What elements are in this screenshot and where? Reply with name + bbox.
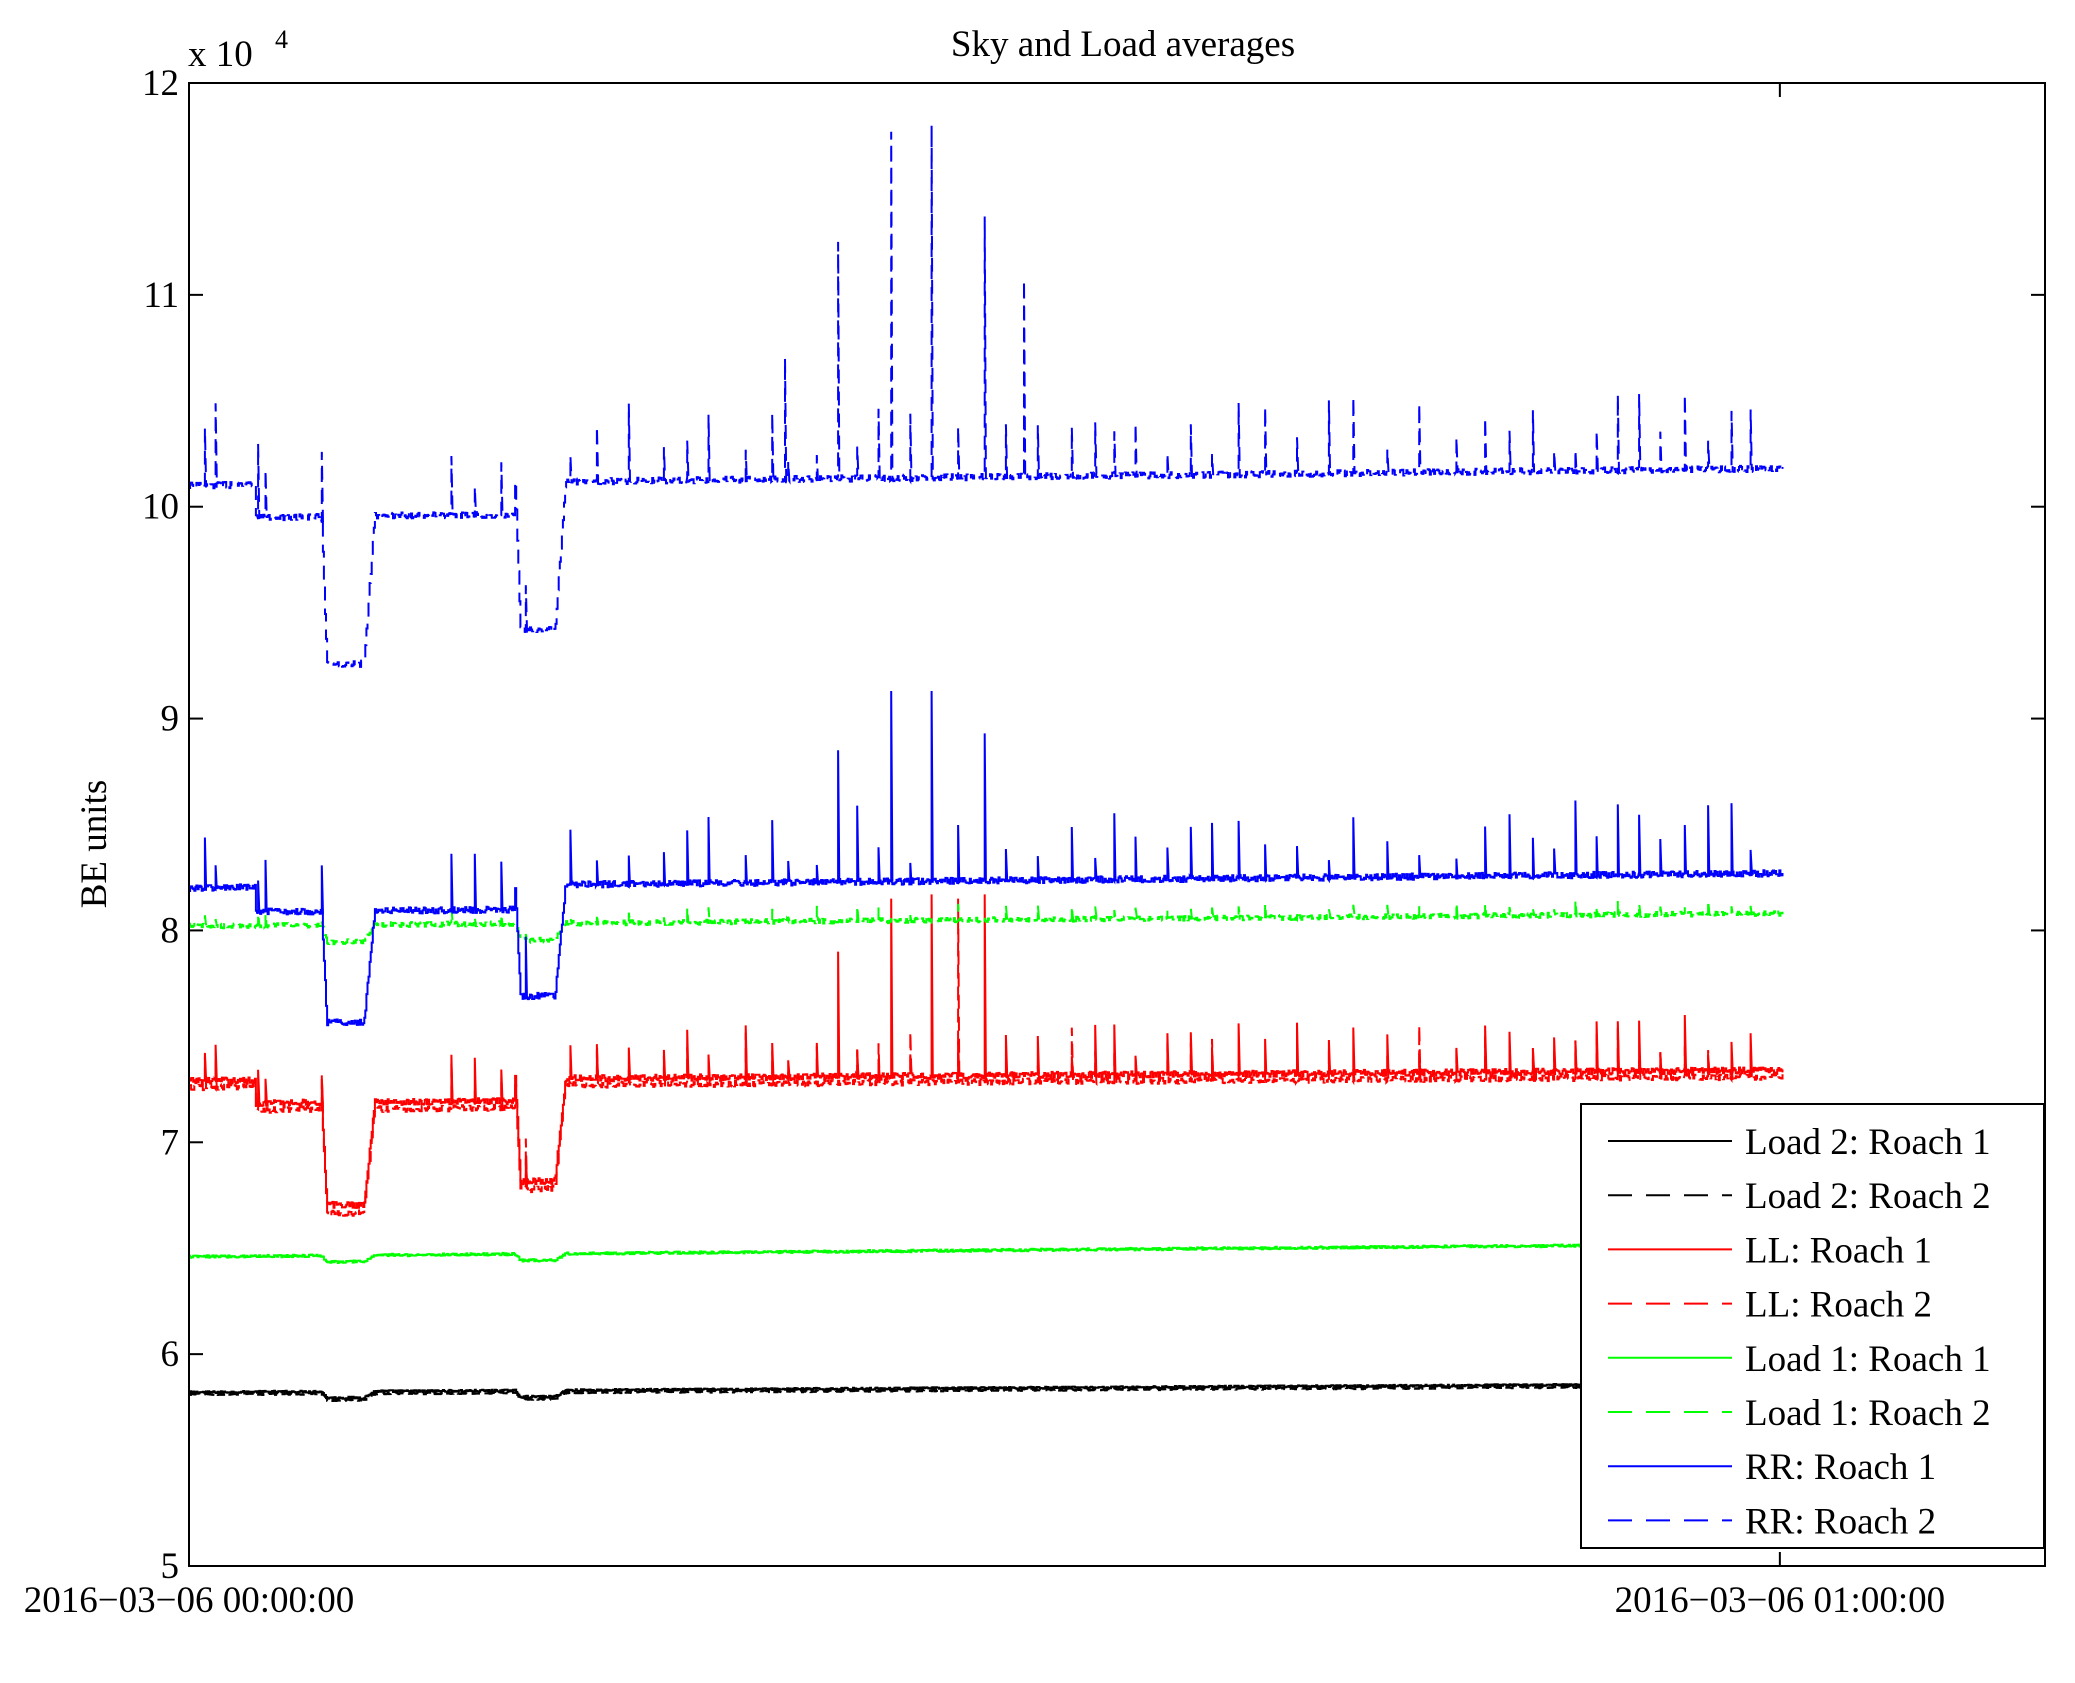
y-multiplier: x 10 4 — [188, 25, 288, 75]
legend-label: Load 2: Roach 2 — [1745, 1176, 1991, 1217]
series-line-rr-roach-1 — [189, 690, 1784, 1027]
legend: Load 2: Roach 1 Load 2: Roach 2 LL: Roach … — [1580, 1103, 2045, 1549]
plot-area-frame — [188, 82, 2046, 1567]
x-tick-label: 2016−03−06 01:00:00 — [1615, 1580, 1946, 1621]
legend-label: Load 2: Roach 1 — [1745, 1122, 1991, 1163]
legend-label: LL: Roach 2 — [1745, 1285, 1932, 1326]
legend-label: LL: Roach 1 — [1745, 1230, 1932, 1271]
chart-title: Sky and Load averages — [951, 24, 1295, 65]
y-tick-label: 7 — [161, 1122, 180, 1163]
series-line-ll-roach-1 — [189, 894, 1784, 1209]
y-tick-label: 8 — [161, 910, 180, 951]
y-multiplier-exponent: 4 — [275, 25, 288, 54]
y-tick-label: 5 — [161, 1546, 180, 1587]
y-axis: 5 6 7 8 9 10 11 12 — [142, 63, 2045, 1587]
series-line-load-2-roach-1 — [189, 1382, 1784, 1400]
y-tick-label: 10 — [142, 487, 179, 528]
series-line-load-1-roach-2 — [189, 899, 1784, 946]
y-axis-label: BE units — [74, 780, 115, 909]
series-line-ll-roach-2 — [189, 898, 1784, 1218]
legend-label: Load 1: Roach 1 — [1745, 1339, 1991, 1380]
series-line-rr-roach-2 — [189, 125, 1784, 668]
y-tick-label: 11 — [143, 275, 179, 316]
y-multiplier-label: x 10 — [188, 34, 253, 75]
legend-box — [1580, 1103, 2045, 1549]
y-tick-label: 12 — [142, 63, 179, 104]
x-tick-label: 2016−03−06 00:00:00 — [24, 1580, 355, 1621]
legend-label: RR: Roach 2 — [1745, 1501, 1936, 1542]
y-tick-label: 6 — [161, 1334, 180, 1375]
y-tick-label: 9 — [161, 699, 180, 740]
series-line-load-1-roach-1 — [189, 1241, 1784, 1264]
series-line-load-2-roach-2 — [189, 1384, 1784, 1402]
x-axis: 2016−03−06 00:00:00 2016−03−06 01:00:00 — [24, 83, 1945, 1621]
legend-label: Load 1: Roach 2 — [1745, 1393, 1991, 1434]
legend-label: RR: Roach 1 — [1745, 1447, 1936, 1488]
